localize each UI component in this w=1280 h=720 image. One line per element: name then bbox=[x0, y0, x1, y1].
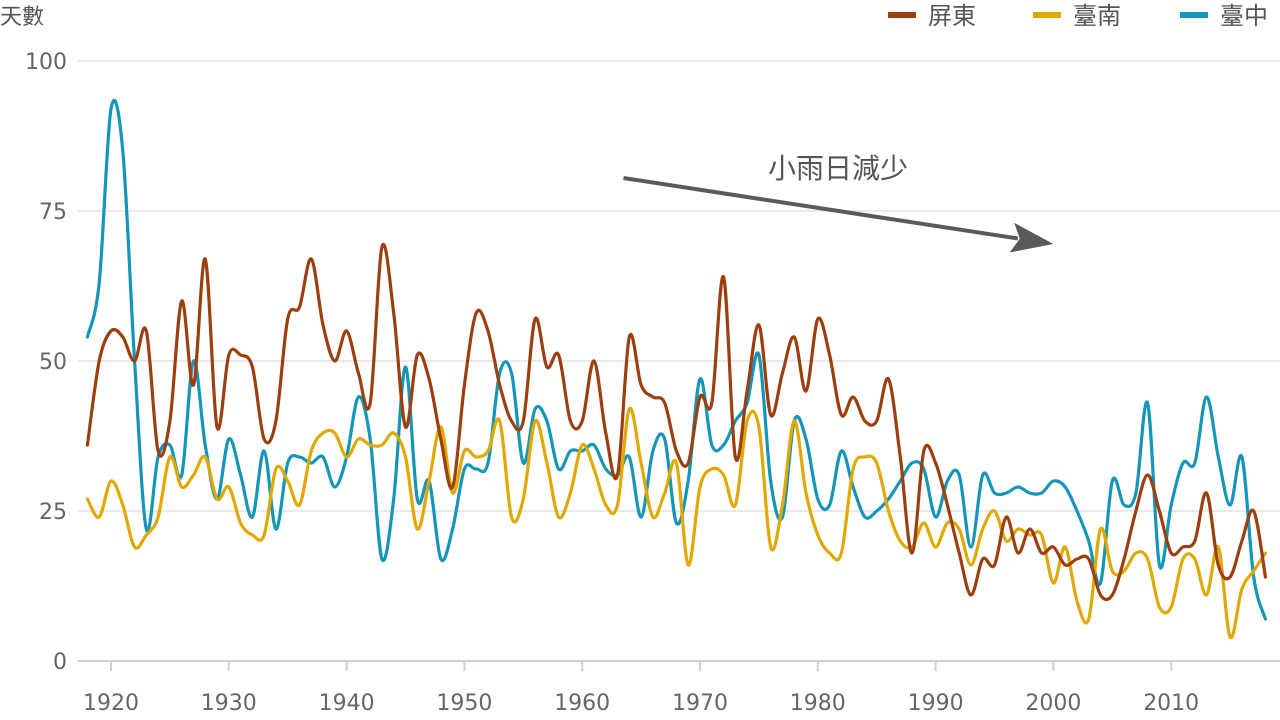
x-tick-label: 1960 bbox=[554, 691, 610, 716]
legend-swatch-0 bbox=[888, 12, 916, 18]
series-line-1 bbox=[85, 406, 1267, 639]
axis-ticks: 0 25 50 75 100 1920 1930 1940 1950 1960 1970 1980 19… bbox=[25, 50, 1199, 716]
annotation-label: 小雨日減少 bbox=[768, 152, 908, 185]
x-tick-label: 1940 bbox=[319, 691, 375, 716]
gridlines bbox=[78, 60, 1280, 662]
y-tick-label: 0 bbox=[53, 650, 67, 675]
x-tick-label: 1970 bbox=[672, 691, 728, 716]
legend-label-2: 臺中 bbox=[1220, 2, 1268, 30]
x-tick-label: 1950 bbox=[436, 691, 492, 716]
y-tick-label: 25 bbox=[39, 500, 67, 525]
x-tick-label: 1980 bbox=[790, 691, 846, 716]
x-tick-label: 2000 bbox=[1025, 691, 1081, 716]
legend: 屏東 臺南 臺中 bbox=[888, 2, 1268, 30]
x-tick-label: 1990 bbox=[908, 691, 964, 716]
trend-arrow-head bbox=[1009, 222, 1054, 253]
x-tick-label: 2010 bbox=[1143, 691, 1199, 716]
series-line-2 bbox=[85, 98, 1267, 621]
y-tick-label: 100 bbox=[25, 50, 67, 75]
y-tick-label: 50 bbox=[39, 350, 67, 375]
legend-swatch-2 bbox=[1180, 12, 1208, 18]
legend-swatch-1 bbox=[1033, 12, 1061, 18]
trend-arrow-line bbox=[623, 176, 1019, 241]
y-tick-label: 75 bbox=[39, 200, 67, 225]
legend-label-1: 臺南 bbox=[1073, 2, 1121, 30]
legend-label-0: 屏東 bbox=[928, 2, 976, 30]
y-axis-title: 天數 bbox=[0, 5, 44, 30]
annotation: 小雨日減少 bbox=[623, 152, 1054, 253]
x-tick-label: 1920 bbox=[83, 691, 139, 716]
series-line-0 bbox=[85, 242, 1267, 602]
series-lines bbox=[85, 98, 1267, 639]
x-tick-label: 1930 bbox=[201, 691, 257, 716]
